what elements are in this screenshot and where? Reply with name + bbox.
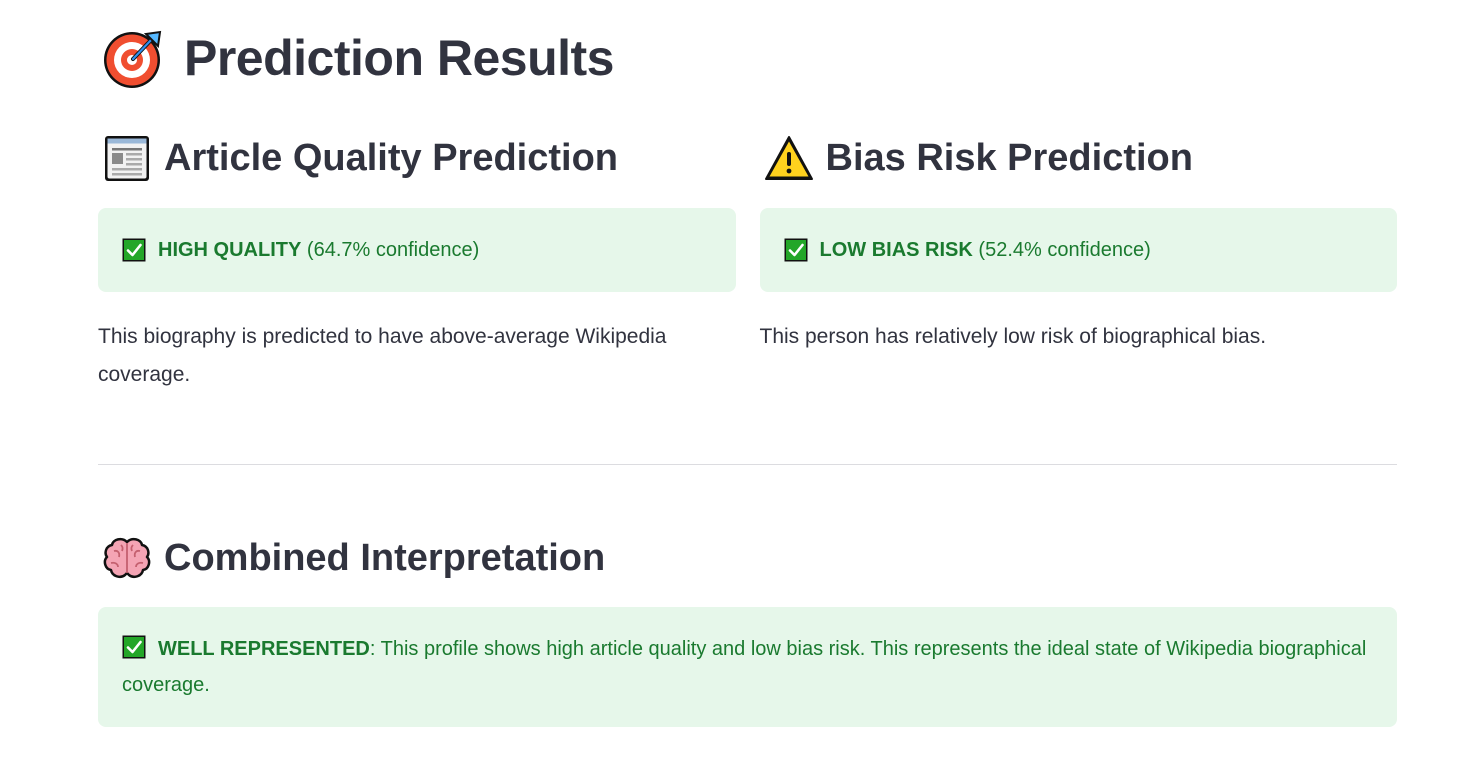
prediction-columns: Article Quality Prediction HIGH QUALITY … <box>98 130 1397 394</box>
bias-column: Bias Risk Prediction LOW BIAS RISK (52.4… <box>759 130 1398 394</box>
warning-icon <box>764 133 814 183</box>
check-mark-icon <box>122 238 146 262</box>
bias-description: This person has relatively low risk of b… <box>759 325 1267 348</box>
combined-status-label: WELL REPRESENTED <box>158 638 370 660</box>
bias-heading-text: Bias Risk Prediction <box>825 136 1193 179</box>
quality-result-alert: HIGH QUALITY (64.7% confidence) <box>98 208 736 292</box>
check-mark-icon <box>122 635 146 659</box>
quality-heading: Article Quality Prediction <box>98 130 736 186</box>
combined-heading-text: Combined Interpretation <box>164 536 606 579</box>
combined-result-alert: WELL REPRESENTED: This profile shows hig… <box>98 607 1397 727</box>
quality-status-label: HIGH QUALITY <box>158 238 302 261</box>
quality-confidence: (64.7% confidence) <box>306 238 480 261</box>
section-divider <box>98 464 1397 465</box>
bias-confidence: (52.4% confidence) <box>978 238 1151 261</box>
combined-heading: Combined Interpretation <box>98 530 605 586</box>
quality-heading-text: Article Quality Prediction <box>164 136 618 179</box>
quality-column: Article Quality Prediction HIGH QUALITY … <box>98 130 736 394</box>
bias-result-alert: LOW BIAS RISK (52.4% confidence) <box>759 208 1397 292</box>
target-icon <box>102 26 166 90</box>
page-title: Prediction Results <box>102 26 615 90</box>
page-title-text: Prediction Results <box>184 30 615 86</box>
quality-description: This biography is predicted to have abov… <box>98 325 667 386</box>
check-mark-icon <box>784 238 808 262</box>
bias-status-label: LOW BIAS RISK <box>819 238 973 261</box>
combined-message: : This profile shows high article qualit… <box>122 638 1367 696</box>
brain-icon <box>102 533 152 583</box>
newspaper-icon <box>102 133 152 183</box>
bias-heading: Bias Risk Prediction <box>760 130 1398 186</box>
